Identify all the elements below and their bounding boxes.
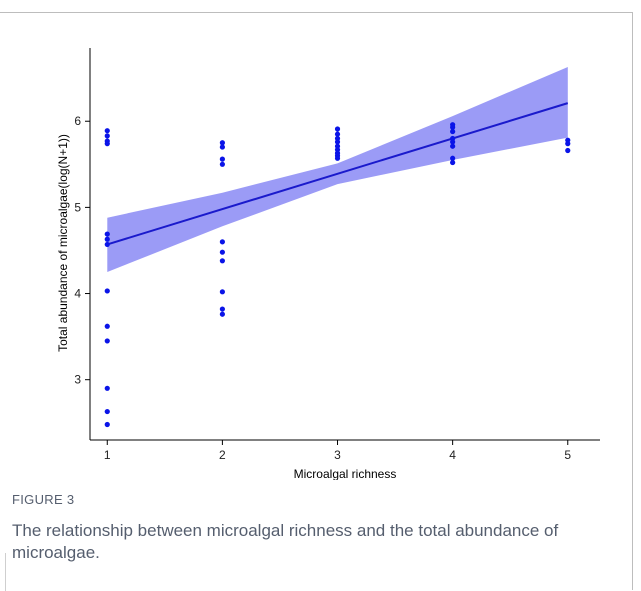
data-point	[105, 338, 110, 343]
data-point	[450, 160, 455, 165]
data-point	[220, 306, 225, 311]
fit-line-layer	[107, 103, 567, 244]
data-point	[105, 242, 110, 247]
data-point	[105, 386, 110, 391]
confidence-band-layer	[107, 67, 568, 272]
data-point	[105, 128, 110, 133]
data-point	[565, 148, 570, 153]
y-tick-label: 5	[74, 200, 81, 214]
x-tick-label: 4	[449, 448, 456, 462]
data-point	[105, 409, 110, 414]
data-point	[105, 237, 110, 242]
data-point	[220, 289, 225, 294]
data-point	[105, 422, 110, 427]
data-point	[105, 324, 110, 329]
figure-caption: The relationship between microalgal rich…	[12, 520, 572, 564]
data-point	[220, 162, 225, 167]
x-tick-label: 1	[104, 448, 111, 462]
data-point	[450, 144, 455, 149]
x-axis-label: Microalgal richness	[294, 467, 397, 480]
regression-line	[107, 103, 567, 244]
y-tick-label: 4	[74, 287, 81, 301]
data-point	[220, 144, 225, 149]
data-point	[220, 239, 225, 244]
data-point	[565, 141, 570, 146]
data-point	[220, 312, 225, 317]
figure-label: FIGURE 3	[12, 492, 74, 507]
y-tick-label: 3	[74, 373, 81, 387]
confidence-band	[107, 67, 568, 272]
x-tick-label: 5	[564, 448, 571, 462]
data-point	[105, 141, 110, 146]
x-tick-label: 3	[334, 448, 341, 462]
figure-frame-left	[5, 553, 6, 591]
y-tick-label: 6	[74, 114, 81, 128]
x-tick-label: 2	[219, 448, 226, 462]
data-point	[220, 258, 225, 263]
data-point	[105, 288, 110, 293]
y-ticks: 3 4 5 6	[74, 114, 90, 386]
x-ticks: 1 2 3 4 5	[104, 440, 571, 462]
data-point	[220, 250, 225, 255]
scatter-chart: 1 2 3 4 5 3 4 5 6 Microalgal richness Total abu…	[0, 0, 641, 480]
data-point	[220, 157, 225, 162]
data-point	[335, 156, 340, 161]
data-point	[335, 126, 340, 131]
y-axis-label: Total abundance of microalgae(log(N+1))	[56, 134, 70, 352]
data-point	[105, 133, 110, 138]
data-point	[105, 231, 110, 236]
data-point	[450, 129, 455, 134]
